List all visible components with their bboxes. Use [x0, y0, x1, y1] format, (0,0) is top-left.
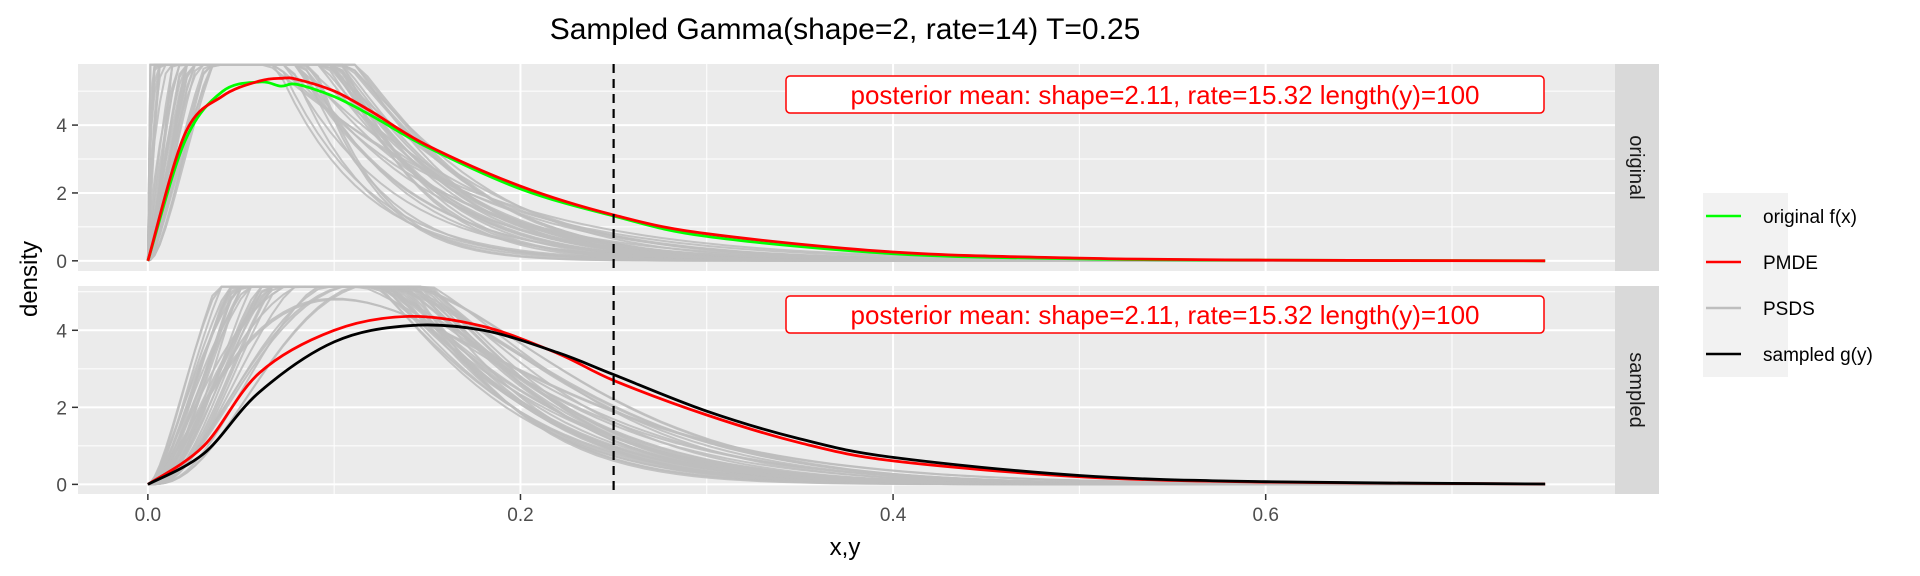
x-tick-label: 0.2: [507, 505, 533, 526]
y-tick-label: 0: [56, 475, 67, 496]
x-tick-label: 0.0: [135, 505, 161, 526]
psds-curve: [147, 285, 1546, 486]
y-tick-label: 4: [56, 116, 67, 137]
strip-original-background: [1615, 64, 1659, 271]
x-tick-label: 0.4: [880, 505, 907, 526]
x-axis-label: x,y: [830, 534, 861, 561]
series-sampled-g-y--sampled: [147, 323, 1546, 486]
legend-label-pmde: PMDE: [1763, 253, 1818, 274]
y-tick-label: 2: [56, 398, 67, 419]
y-axis-label: density: [16, 241, 43, 317]
x-tick-label: 0.6: [1252, 505, 1278, 526]
legend-background: [1703, 193, 1788, 377]
legend-label-sampled: sampled g(y): [1763, 345, 1873, 366]
legend-label-psds: PSDS: [1763, 299, 1815, 320]
legend: original f(x) PMDE PSDS sampled g(y): [1703, 193, 1873, 377]
series-pmde-original: [146, 76, 1546, 263]
strip-label-original: original: [1625, 135, 1647, 199]
annotation-box-sampled: [785, 295, 1545, 334]
y-tick-label: 0: [56, 252, 67, 273]
y-tick-label: 2: [56, 184, 67, 205]
strip-sampled-background: [1615, 286, 1659, 494]
legend-label-original: original f(x): [1763, 207, 1857, 228]
chart-title: Sampled Gamma(shape=2, rate=14) T=0.25: [550, 13, 1141, 46]
y-tick-label: 4: [56, 321, 67, 342]
annotation-sampled: posterior mean: shape=2.11, rate=15.32 l…: [850, 300, 1479, 330]
strip-label-sampled: sampled: [1625, 352, 1647, 428]
annotation-original: posterior mean: shape=2.11, rate=15.32 l…: [850, 80, 1479, 110]
annotation-box-original: [785, 75, 1545, 114]
